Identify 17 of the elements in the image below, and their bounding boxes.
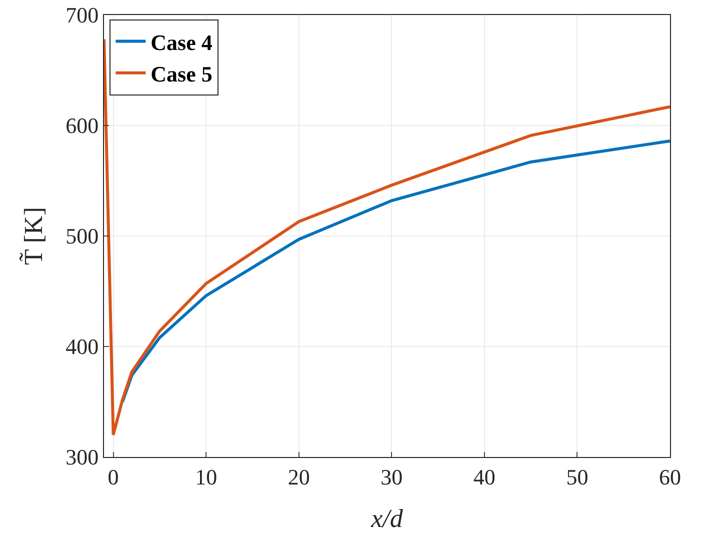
y-tick-label: 400 [66,334,99,360]
legend-label: Case 5 [150,61,212,86]
x-tick-label: 0 [108,464,119,490]
y-tick-label: 700 [66,2,99,28]
x-tick-label: 10 [195,464,218,490]
y-tick-label: 600 [66,113,99,138]
y-axis-title: T̃ [K] [18,206,48,266]
legend-label: Case 4 [150,30,212,55]
x-tick-label: 60 [659,464,681,490]
y-tick-label: 500 [66,224,99,249]
x-axis-title: x/d [370,504,404,533]
x-tick-label: 20 [288,464,310,490]
y-tick-label: 300 [66,444,99,470]
line-series [121,139,670,404]
x-tick-label: 30 [380,464,403,490]
x-tick-label: 40 [473,464,496,490]
x-tick-label: 50 [566,464,588,490]
